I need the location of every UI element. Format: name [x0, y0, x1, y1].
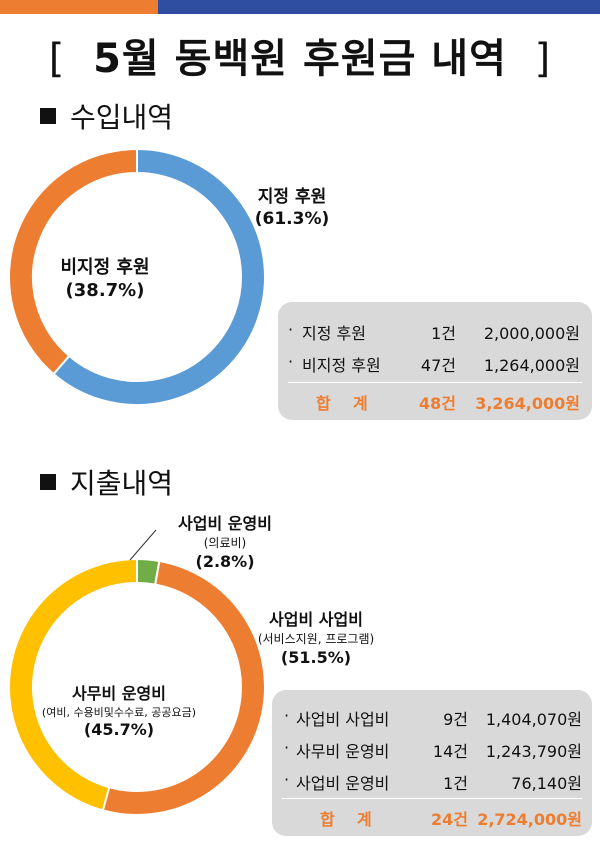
label-office-ops-detail: (여비, 수용비및수수료, 공공요금): [41, 705, 197, 719]
income-heading: 수입내역: [40, 96, 173, 136]
expense-total-label: 합 계: [320, 810, 372, 829]
expense-total-count: 24건: [431, 810, 468, 829]
square-bullet-icon: [40, 474, 56, 490]
top-color-bar: [0, 0, 600, 14]
expense-row-2-amount: 1,243,790원: [485, 742, 582, 761]
income-total-label: 합 계: [316, 394, 368, 413]
top-bar-orange: [0, 0, 158, 14]
expense-row-1-name: 사업비 사업비: [296, 710, 390, 729]
income-heading-text: 수입내역: [70, 101, 174, 134]
label-project-ops-detail: (의료비): [203, 535, 247, 550]
label-designated: 지정 후원 (61.3%): [232, 186, 352, 230]
income-row-1-count: 1건: [431, 324, 456, 343]
square-bullet-icon: [40, 108, 56, 124]
label-office-ops-pct: (45.7%): [83, 720, 155, 740]
bullet: ·: [288, 320, 294, 339]
top-bar-navy: [158, 0, 600, 14]
label-project-ops-name: 사업비 운영비: [178, 514, 272, 533]
income-row-1-name: 지정 후원: [302, 324, 366, 343]
income-total-amount: 3,264,000원: [475, 394, 580, 413]
page-title: [ 5월 동백원 후원금 내역 ]: [0, 26, 600, 84]
label-project-ops: 사업비 운영비 (의료비) (2.8%): [150, 514, 300, 572]
slice-office-ops: [8, 557, 138, 812]
income-row-1-amount: 2,000,000원: [483, 324, 580, 343]
bullet: ·: [284, 738, 290, 757]
label-designated-name: 지정 후원: [257, 187, 327, 207]
expense-heading: 지출내역: [40, 462, 173, 502]
bullet: ·: [284, 706, 290, 725]
income-summary-box: · 지정 후원 1건 2,000,000원 · 비지정 후원 47건 1,264…: [278, 302, 592, 420]
label-project-biz-name: 사업비 사업비: [269, 610, 363, 629]
expense-row-1-amount: 1,404,070원: [485, 710, 582, 729]
expense-row-2-name: 사무비 운영비: [296, 742, 390, 761]
label-undesignated: 비지정 후원 (38.7%): [40, 256, 170, 303]
label-office-ops-name: 사무비 운영비: [72, 684, 166, 703]
expense-total-divider: [282, 798, 582, 799]
label-project-biz-detail: (서비스지원, 프로그램): [257, 631, 375, 646]
bullet: ·: [288, 352, 294, 371]
income-row-2-amount: 1,264,000원: [483, 356, 580, 375]
expense-row-3-amount: 76,140원: [511, 774, 582, 793]
expense-row-3-name: 사업비 운영비: [296, 774, 390, 793]
label-project-biz-pct: (51.5%): [280, 647, 352, 667]
expense-row-3-count: 1건: [443, 774, 468, 793]
label-project-biz: 사업비 사업비 (서비스지원, 프로그램) (51.5%): [236, 610, 396, 668]
title-close-bracket: ]: [534, 36, 552, 82]
expense-heading-text: 지출내역: [70, 467, 174, 500]
leader-line-project-ops: [129, 529, 157, 561]
bullet: ·: [284, 770, 290, 789]
label-designated-pct: (61.3%): [254, 209, 330, 230]
income-total-divider: [288, 382, 582, 383]
label-undesignated-pct: (38.7%): [65, 280, 145, 302]
label-undesignated-name: 비지정 후원: [60, 257, 150, 278]
income-row-2-count: 47건: [420, 356, 456, 375]
title-text: 5월 동백원 후원금 내역: [93, 36, 507, 82]
expense-row-1-count: 9건: [443, 710, 468, 729]
label-office-ops: 사무비 운영비 (여비, 수용비및수수료, 공공요금) (45.7%): [0, 684, 238, 741]
label-project-ops-pct: (2.8%): [195, 551, 255, 571]
expense-row-2-count: 14건: [432, 742, 468, 761]
expense-summary-box: · 사업비 사업비 9건 1,404,070원 · 사무비 운영비 14건 1,…: [272, 690, 592, 836]
title-open-bracket: [: [48, 36, 66, 82]
income-total-count: 48건: [419, 394, 456, 413]
slice-undesignated: [8, 147, 138, 376]
income-row-2-name: 비지정 후원: [302, 356, 381, 375]
slice-designated: [52, 147, 266, 406]
expense-total-amount: 2,724,000원: [477, 810, 582, 829]
